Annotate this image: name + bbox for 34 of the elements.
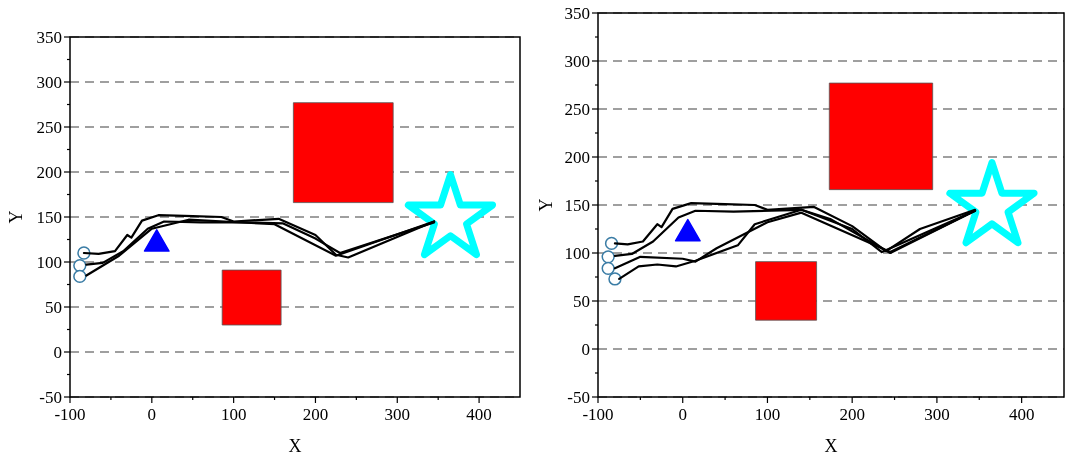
x-tick-label: -100	[54, 405, 86, 424]
x-tick-label: 300	[924, 405, 950, 424]
y-tick-label: 150	[36, 207, 62, 227]
y-tick-label: 0	[53, 342, 62, 362]
y-tick-label: 250	[36, 117, 62, 137]
x-tick-label: 400	[1008, 405, 1035, 424]
x-tick-label: 300	[384, 405, 411, 424]
y-tick-label: 300	[564, 51, 590, 71]
y-tick-label: 250	[564, 99, 590, 119]
x-axis-title: X	[824, 436, 838, 456]
y-tick-label: 300	[36, 72, 62, 92]
y-tick-label: 0	[581, 339, 590, 359]
y-tick-label: 50	[45, 297, 62, 317]
x-axis-title: X	[288, 436, 302, 456]
x-tick-label: -100	[582, 405, 614, 424]
y-tick-label: 350	[564, 3, 590, 23]
x-tick-label: 200	[839, 405, 865, 424]
y-tick-label: -50	[39, 387, 62, 407]
y-tick-label: 150	[564, 195, 590, 215]
x-tick-label: 200	[302, 405, 329, 424]
y-tick-label: 100	[36, 252, 62, 272]
y-tick-label: 50	[573, 291, 590, 311]
x-tick-label: 400	[466, 405, 492, 424]
y-tick-label: 200	[564, 147, 590, 167]
x-tick-label: 100	[220, 405, 247, 424]
y-axis-title: Y	[6, 210, 26, 224]
x-tick-label: 100	[754, 405, 781, 424]
y-tick-label: -50	[567, 387, 590, 407]
y-tick-label: 350	[36, 27, 62, 47]
x-tick-label: 0	[678, 405, 687, 424]
x-tick-label: 0	[147, 405, 157, 424]
y-tick-label: 200	[36, 162, 62, 182]
y-tick-label: 100	[564, 243, 590, 263]
y-axis-title: Y	[536, 198, 556, 212]
